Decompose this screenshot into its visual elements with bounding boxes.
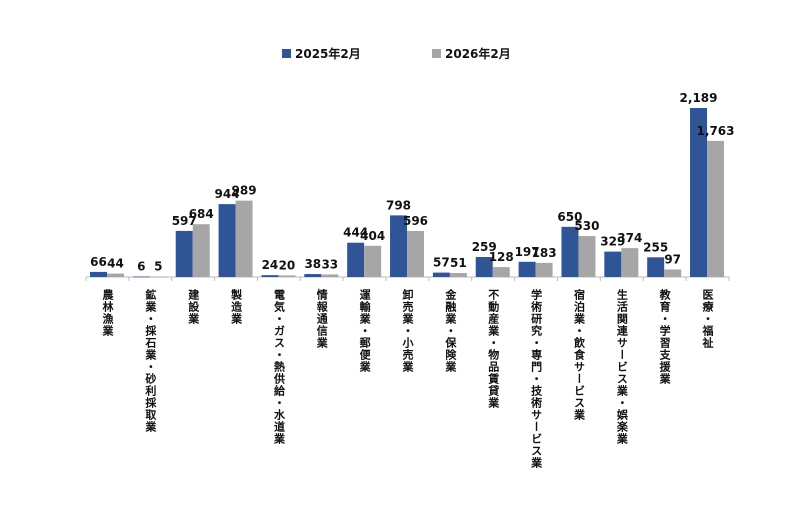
bar: [175, 230, 193, 277]
category-label: 不動産業・物品賃貸業: [486, 289, 500, 409]
bar: [535, 262, 553, 277]
category-label: 医療・福祉: [701, 289, 715, 349]
bar: [578, 236, 596, 277]
data-label: 44: [107, 257, 124, 271]
bar: [475, 257, 493, 277]
category-label: 情報通信業: [315, 289, 329, 349]
legend-item-2026: 2026年2月: [432, 45, 511, 62]
data-label: 329: [600, 235, 625, 249]
category-label: 製造業: [229, 289, 243, 325]
bar: [364, 245, 382, 277]
legend-swatch: [282, 49, 291, 58]
bar: [647, 257, 665, 277]
data-label: 66: [90, 255, 107, 269]
data-label: 374: [617, 231, 642, 245]
bar: [278, 275, 296, 277]
data-label: 1,763: [697, 124, 735, 138]
data-label: 128: [489, 250, 514, 264]
bar: [449, 273, 467, 277]
bar: [621, 248, 639, 277]
bar: [192, 224, 210, 277]
data-label: 38: [304, 257, 321, 271]
bar: [518, 261, 536, 277]
bar: [261, 275, 279, 277]
bar: [561, 226, 579, 277]
data-label: 530: [574, 219, 599, 233]
bar: [304, 274, 322, 277]
data-label: 20: [279, 258, 296, 272]
category-label: 学術研究・専門・技術サービス業: [529, 289, 543, 469]
bar: [132, 276, 150, 278]
legend-swatch: [432, 49, 441, 58]
data-label: 255: [643, 240, 668, 254]
data-label: 5: [154, 260, 162, 274]
legend-label: 2025年2月: [295, 47, 361, 61]
bar: [107, 273, 124, 277]
bar: [604, 251, 622, 277]
category-label: 電気・ガス・熱供給・水道業: [272, 289, 286, 445]
category-label: 宿泊業・飲食サービス業: [572, 289, 586, 421]
category-label: 建設業: [186, 289, 200, 325]
category-label: 生活関連サービス業・娯楽業: [615, 289, 629, 445]
category-label: 鉱業・採石業・砂利採取業: [143, 289, 157, 433]
data-label: 596: [403, 214, 428, 228]
bar: [492, 267, 510, 277]
category-label: 卸売業・小売業: [401, 289, 415, 373]
data-label: 404: [360, 229, 385, 243]
data-label: 97: [664, 253, 681, 267]
data-label: 183: [532, 246, 557, 260]
category-label: 教育・学習支援業: [658, 289, 672, 385]
data-label: 684: [189, 207, 214, 221]
bar: [321, 274, 339, 277]
bar: [432, 272, 450, 277]
bar: [707, 140, 725, 277]
data-label: 597: [172, 214, 197, 228]
data-label: 259: [472, 240, 497, 254]
legend-label: 2026年2月: [445, 47, 511, 61]
bar: [149, 276, 167, 278]
data-label: 989: [232, 184, 257, 198]
bar: [407, 230, 425, 277]
data-label: 6: [137, 260, 145, 274]
bar: [347, 242, 365, 277]
category-label: 金融業・保険業: [443, 289, 457, 373]
data-label: 33: [321, 257, 338, 271]
data-label: 444: [343, 226, 368, 240]
bar: [664, 269, 682, 277]
data-label: 2,189: [680, 91, 718, 105]
bar: [390, 215, 408, 277]
category-label: 農林漁業: [101, 289, 114, 337]
bar: [90, 271, 107, 277]
category-label: 運輸業・郵便業: [358, 289, 372, 373]
data-label: 51: [450, 256, 467, 270]
data-label: 197: [515, 245, 540, 259]
data-label: 24: [262, 258, 279, 272]
bar: [690, 108, 708, 277]
data-label: 944: [215, 187, 240, 201]
bar: [218, 204, 236, 277]
data-label: 57: [433, 256, 450, 270]
bar: [235, 200, 253, 277]
legend-item-2025: 2025年2月: [282, 45, 361, 62]
data-label: 650: [557, 210, 582, 224]
data-label: 798: [386, 198, 411, 212]
